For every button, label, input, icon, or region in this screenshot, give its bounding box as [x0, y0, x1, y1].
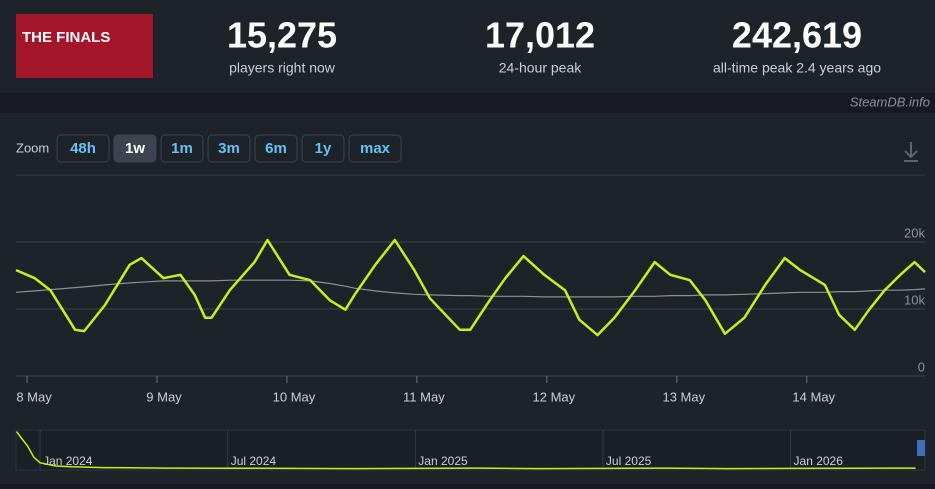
zoom-button[interactable] [348, 134, 402, 163]
logo-text: THE FINALS [22, 29, 110, 46]
zoom-button-label[interactable]: 6m [265, 140, 287, 157]
navigator-handle[interactable] [917, 440, 925, 456]
x-tick-label: 9 May [146, 389, 182, 404]
stat-label: players right now [229, 60, 336, 76]
series-line [15, 279, 926, 298]
zoom-button[interactable] [207, 134, 251, 163]
zoom-button[interactable] [113, 134, 157, 163]
credit: SteamDB.info [850, 94, 930, 109]
y-tick-label: 20k [904, 225, 925, 240]
stat-value: 242,619 [732, 15, 862, 56]
zoom-label: Zoom [16, 140, 49, 155]
y-tick-label: 0 [918, 359, 925, 374]
x-tick-label: 12 May [533, 389, 576, 404]
navigator-label: Jul 2024 [231, 454, 277, 468]
header-panel [0, 0, 935, 93]
chart-panel [0, 113, 935, 484]
stat-value: 15,275 [227, 15, 337, 56]
x-tick-label: 13 May [662, 389, 705, 404]
y-tick-label: 10k [904, 292, 925, 307]
x-tick-label: 14 May [792, 389, 835, 404]
navigator-label: Jan 2024 [43, 454, 93, 468]
navigator-bg [15, 429, 926, 471]
stat-value: 17,012 [485, 15, 595, 56]
zoom-button-label[interactable]: 1w [125, 140, 145, 157]
zoom-button[interactable] [254, 134, 298, 163]
x-tick-label: 11 May [403, 389, 445, 404]
zoom-button-label[interactable]: 48h [70, 140, 96, 157]
zoom-button-label[interactable]: 1m [171, 140, 193, 157]
navigator-label: Jan 2026 [794, 454, 844, 468]
navigator-label: Jan 2025 [418, 454, 468, 468]
zoom-button-label[interactable]: max [360, 140, 391, 157]
zoom-button-label[interactable]: 3m [218, 140, 240, 157]
x-tick-label: 10 May [273, 389, 316, 404]
series-line [15, 238, 926, 337]
zoom-button-label[interactable]: 1y [315, 140, 332, 157]
game-logo [16, 14, 153, 78]
x-tick-label: 8 May [16, 389, 52, 404]
stat-label: 24-hour peak [499, 60, 583, 76]
download-icon[interactable] [904, 142, 918, 162]
navigator-label: Jul 2025 [606, 454, 652, 468]
zoom-button[interactable] [160, 134, 204, 163]
zoom-button[interactable] [301, 134, 345, 163]
navigator-line [15, 431, 916, 470]
stat-label: all-time peak 2.4 years ago [713, 60, 881, 76]
zoom-button[interactable] [56, 134, 110, 163]
